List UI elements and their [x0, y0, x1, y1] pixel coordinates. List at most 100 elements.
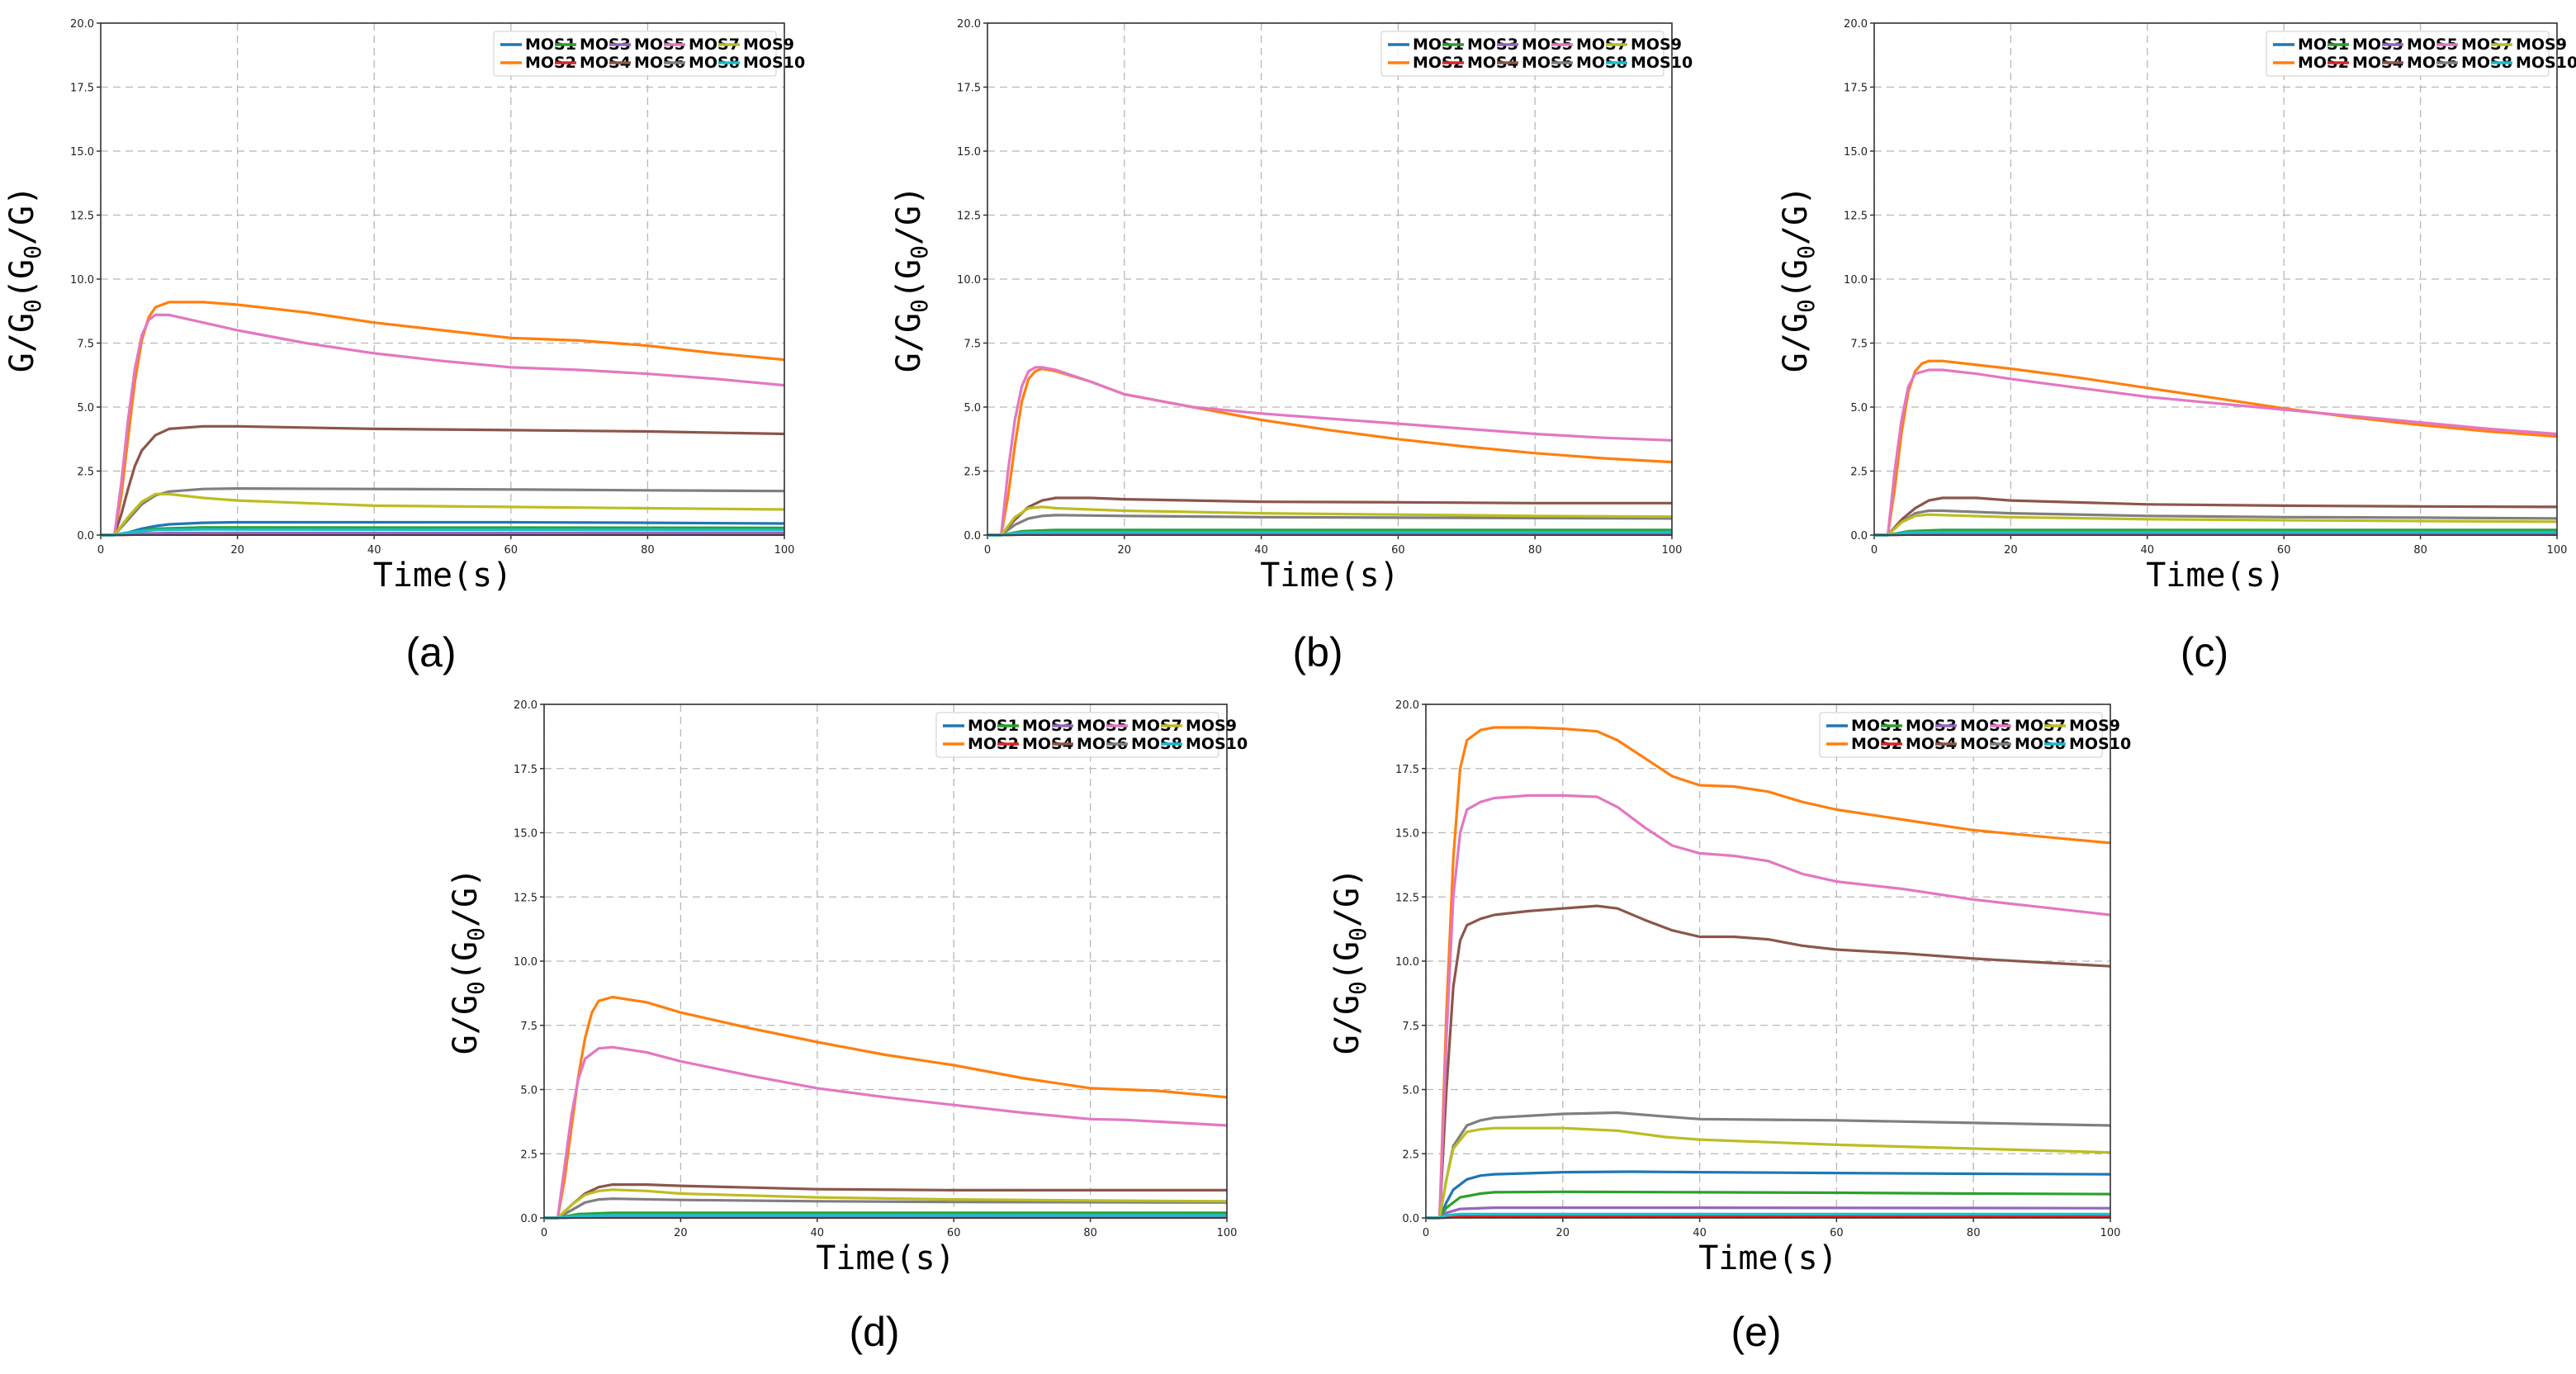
- x-tick-label: 20: [1556, 1227, 1570, 1239]
- legend-label: MOS7: [1576, 36, 1627, 54]
- x-tick-label: 80: [641, 544, 655, 557]
- y-tick-label: 17.5: [957, 83, 981, 95]
- y-tick-label: 2.5: [520, 1149, 537, 1161]
- y-tick-label: 10.0: [514, 956, 537, 969]
- legend-label: MOS3: [2352, 36, 2403, 54]
- legend-label: MOS1: [1413, 36, 1464, 54]
- y-tick-label: 0.0: [1402, 1213, 1419, 1225]
- y-tick-label: 10.0: [1395, 956, 1419, 969]
- y-axis-title: G/G0(G0/G): [3, 186, 46, 372]
- legend-item-mos8: MOS8: [2436, 54, 2512, 72]
- legend-label: MOS6: [1522, 54, 1573, 72]
- y-axis-title-part: /G): [1328, 868, 1366, 927]
- chart-panel-e: 0 20 40 60 80 100 0.0 2.5 5.0 7.5 10.0 12.5 15.0 17.5…: [1328, 699, 2131, 1355]
- x-tick-label: 20: [674, 1227, 688, 1239]
- legend-item-mos5: MOS5: [2382, 36, 2458, 54]
- legend-label: MOS1: [525, 36, 576, 54]
- y-tick-label: 17.5: [70, 83, 94, 95]
- legend-item-mos4: MOS4: [2327, 54, 2403, 72]
- legend-item-mos1: MOS1: [500, 36, 576, 54]
- legend-box: [1819, 712, 2103, 758]
- x-axis-title: Time(s): [2146, 557, 2285, 595]
- x-tick-label: 40: [1693, 1227, 1707, 1239]
- legend-item-mos6: MOS6: [609, 54, 685, 72]
- axes-frame: [1873, 22, 2558, 536]
- y-tick-label: 7.5: [1850, 339, 1868, 351]
- y-axis-title-part: (G: [890, 259, 928, 299]
- legend-label: MOS4: [1022, 735, 1073, 753]
- series-line-mos1: [1426, 1170, 2111, 1220]
- legend-label: MOS5: [2407, 36, 2458, 54]
- legend-label: MOS6: [634, 54, 685, 72]
- y-axis-title-subscript: 0: [1792, 245, 1820, 259]
- legend-item-mos1: MOS1: [1826, 717, 1902, 735]
- x-tick-label: 0: [984, 544, 991, 557]
- legend-label: MOS6: [2407, 54, 2458, 72]
- series-line-mos9: [544, 1188, 1228, 1220]
- y-tick-label: 0.0: [520, 1213, 537, 1225]
- y-axis-title-subscript: 0: [1792, 299, 1820, 313]
- chart-panel-b: 0 20 40 60 80 100 0.0 2.5 5.0 7.5 10.0 12.5 15.0 17.5…: [890, 18, 1693, 675]
- y-tick-label: 12.5: [957, 211, 981, 223]
- series-line-mos7: [987, 366, 1673, 537]
- legend-label: MOS1: [1851, 717, 1902, 735]
- legend-label: MOS6: [1960, 735, 2011, 753]
- legend-item-mos7: MOS7: [1990, 717, 2066, 735]
- x-axis-title: Time(s): [816, 1239, 955, 1277]
- legend-item-mos1: MOS1: [2273, 36, 2349, 54]
- legend: MOS1 MOS3 MOS5 MOS7 MOS9 MOS2 MOS4 MOS6 MOS8 MOS1…: [493, 31, 805, 77]
- y-tick-label: 12.5: [1844, 211, 1868, 223]
- chart-panel-d: 0 20 40 60 80 100 0.0 2.5 5.0 7.5 10.0 12.5 15.0 17.5…: [447, 699, 1248, 1355]
- legend-label: MOS4: [1467, 54, 1518, 72]
- panel-caption: (d): [849, 1309, 899, 1355]
- legend-box: [2266, 31, 2550, 77]
- legend-label: MOS4: [580, 54, 631, 72]
- x-tick-label: 40: [811, 1227, 825, 1239]
- legend-label: MOS10: [2516, 54, 2576, 72]
- y-tick-label: 2.5: [1850, 467, 1868, 479]
- legend-box: [935, 712, 1219, 758]
- y-axis-title: G/G0(G0/G): [447, 868, 490, 1054]
- legend-label: MOS5: [634, 36, 685, 54]
- legend-label: MOS10: [1631, 54, 1693, 72]
- series-line-mos6: [1426, 904, 2111, 1220]
- legend-item-mos6: MOS6: [2382, 54, 2458, 72]
- y-tick-label: 20.0: [70, 18, 94, 31]
- y-axis-title-subscript: 0: [906, 245, 933, 259]
- legend-label: MOS10: [743, 54, 805, 72]
- legend-label: MOS8: [2015, 735, 2066, 753]
- legend-label: MOS3: [1467, 36, 1518, 54]
- x-axis-title: Time(s): [1260, 557, 1399, 595]
- y-axis-title-part: G/G: [1328, 995, 1366, 1054]
- legend-item-mos3: MOS3: [1442, 36, 1518, 54]
- x-tick-label: 80: [1083, 1227, 1097, 1239]
- y-tick-label: 17.5: [1844, 83, 1868, 95]
- y-tick-label: 2.5: [964, 467, 981, 479]
- legend-item-mos3: MOS3: [2327, 36, 2403, 54]
- legend-item-mos10: MOS10: [2044, 735, 2131, 753]
- legend-item-mos3: MOS3: [1881, 717, 1957, 735]
- legend-label: MOS5: [1960, 717, 2011, 735]
- y-tick-label: 10.0: [957, 274, 981, 287]
- legend-label: MOS9: [743, 36, 794, 54]
- legend-label: MOS2: [1413, 54, 1464, 72]
- legend-item-mos8: MOS8: [1990, 735, 2066, 753]
- series-line-mos8: [544, 1197, 1228, 1220]
- legend-item-mos2: MOS2: [500, 54, 576, 72]
- legend-label: MOS7: [1131, 717, 1182, 735]
- legend-label: MOS2: [1851, 735, 1902, 753]
- y-tick-label: 17.5: [1395, 764, 1419, 776]
- y-axis-title-part: /G): [1777, 186, 1815, 245]
- y-tick-label: 5.0: [1850, 402, 1868, 415]
- legend-item-mos2: MOS2: [1388, 54, 1464, 72]
- legend-label: MOS10: [2069, 735, 2131, 753]
- panel-caption: (e): [1731, 1309, 1781, 1355]
- legend-label: MOS10: [1186, 735, 1248, 753]
- legend-label: MOS3: [1906, 717, 1957, 735]
- axes-frame: [543, 704, 1228, 1219]
- legend-item-mos5: MOS5: [609, 36, 685, 54]
- series-line-mos7: [1426, 794, 2111, 1220]
- y-tick-label: 20.0: [514, 699, 537, 712]
- legend-item-mos10: MOS10: [1161, 735, 1248, 753]
